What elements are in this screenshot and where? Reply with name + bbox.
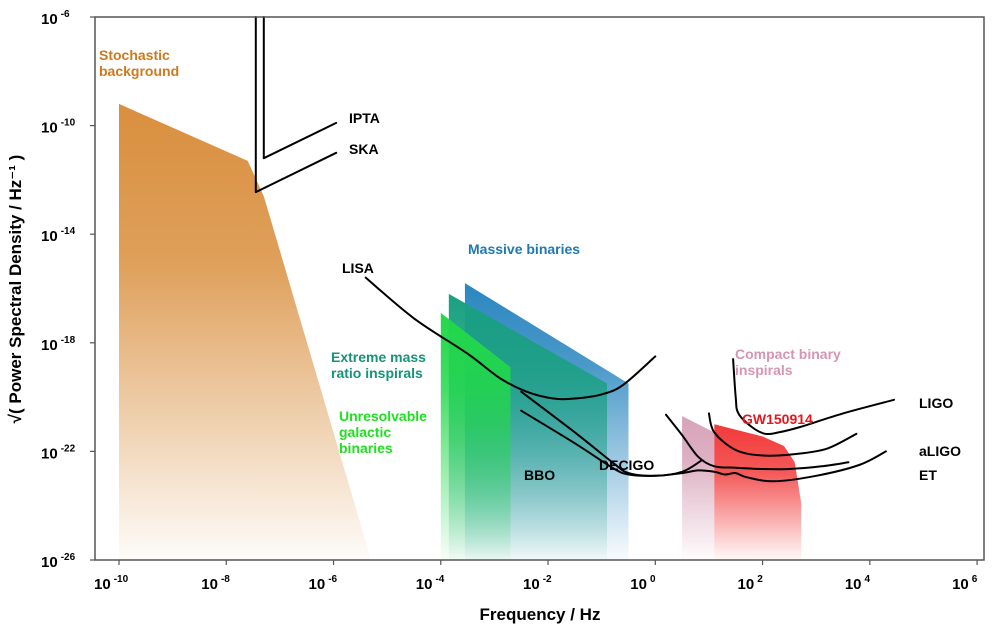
y-tick-label: 10 -18 [41, 335, 76, 354]
x-tick-label: 10 -2 [523, 574, 552, 593]
y-tick-label: 10 -22 [41, 443, 76, 462]
y-tick-label: 10 -6 [41, 9, 70, 28]
label-extreme-mass-ratio-inspirals: Extreme mass ratio inspirals [331, 349, 426, 381]
curve-ligo [732, 358, 895, 436]
source-regions [119, 103, 802, 561]
curve-et [665, 413, 850, 471]
curve-decigo [520, 409, 887, 483]
x-tick-label: 10 -6 [309, 574, 338, 593]
label-gw150914: GW150914 [742, 411, 813, 427]
label-massive-binaries: Massive binaries [468, 241, 580, 257]
curve-aligo [707, 412, 858, 457]
curve-lisa [364, 276, 657, 401]
label-lisa: LISA [342, 260, 374, 276]
detector-curves [254, 16, 895, 483]
label-et: ET [919, 467, 937, 483]
curve-ipta [262, 16, 338, 160]
y-tick-label: 10 -14 [41, 226, 76, 245]
label-decigo: DECIGO [599, 457, 654, 473]
x-tick-label: 10 -8 [201, 574, 230, 593]
label-ligo: LIGO [919, 395, 953, 411]
curve-ska [254, 16, 338, 194]
curve-bbo [520, 390, 702, 477]
label-stochastic-background: Stochastic background [99, 47, 179, 79]
region-stochastic-background [119, 103, 372, 561]
label-ipta: IPTA [349, 110, 380, 126]
region-gw150914 [714, 424, 802, 560]
y-axis-title: √( Power Spectral Density / Hz⁻¹ ) [6, 155, 25, 424]
label-unresolvable-galactic-binaries: Unresolvable galactic binaries [339, 408, 427, 456]
label-bbo: BBO [524, 467, 555, 483]
region-unresolvable-galactic-binaries [440, 312, 511, 560]
y-tick-label: 10 -26 [41, 552, 76, 571]
x-tick-label: 10 -10 [94, 574, 129, 593]
region-compact-binary-inspirals [682, 416, 715, 560]
axis-ticks: 10 -10 10 -8 10 -6 10 -4 10 -2 10 0 10 2 10 4 10 6 10 -6 10-… [41, 9, 978, 593]
label-ska: SKA [349, 141, 379, 157]
label-compact-binary-inspirals: Compact binary inspirals [735, 346, 841, 378]
x-tick-label: 10 4 [845, 574, 871, 593]
y-tick-label: 10 -10 [41, 118, 76, 137]
x-tick-label: 10 2 [738, 574, 764, 593]
x-tick-label: 10 6 [952, 574, 978, 593]
x-tick-label: 10 -4 [416, 574, 445, 593]
plot-frame [94, 16, 985, 561]
label-aligo: aLIGO [919, 443, 961, 459]
x-axis-title: Frequency / Hz [480, 605, 601, 624]
chart-labels: Stochastic background Massive binaries Extr… [99, 47, 961, 483]
x-tick-label: 10 0 [630, 574, 656, 593]
